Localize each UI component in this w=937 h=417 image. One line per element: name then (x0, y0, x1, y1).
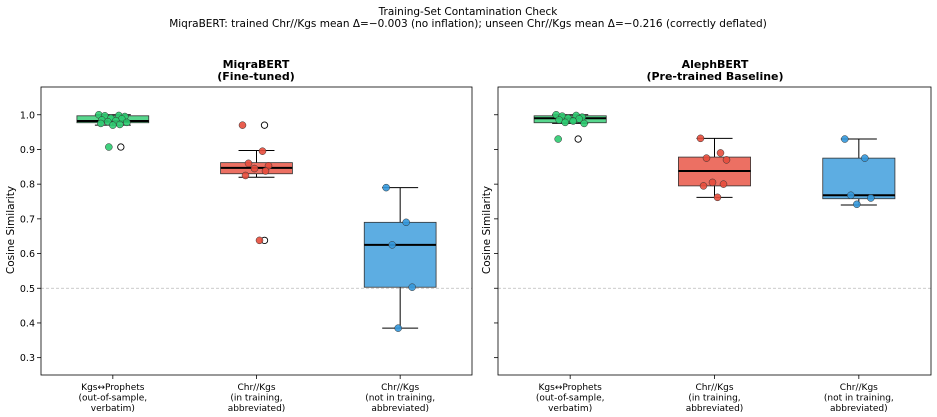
data-point (116, 120, 124, 129)
data-point (580, 119, 588, 128)
panel-title-line-2: (Fine-tuned) (217, 70, 294, 83)
x-tick-label: abbreviated) (371, 404, 429, 414)
data-point (696, 134, 705, 143)
alephbert-panel: AlephBERT (Pre-trained Baseline) Cosine … (481, 58, 932, 414)
panel-title-line-2: (Pre-trained Baseline) (646, 70, 783, 83)
data-point (238, 121, 247, 129)
data-point (241, 171, 250, 180)
x-tick-label: (in training, (688, 394, 740, 404)
data-point (716, 149, 725, 157)
x-tick-label: Chr//Kgs (237, 383, 275, 393)
data-point (97, 119, 105, 128)
data-point (708, 178, 717, 187)
box (363, 221, 437, 288)
data-point (105, 143, 113, 151)
x-tick-label: Kgs↔Prophets (539, 383, 603, 393)
x-tick-label: Chr//Kgs (840, 383, 878, 393)
y-tick-label: 0.7 (20, 214, 35, 225)
data-point (244, 159, 253, 168)
x-tick-label: (not in training, (365, 394, 435, 404)
x-tick-label: verbatim) (91, 404, 135, 414)
data-point (719, 180, 728, 188)
data-point (261, 167, 270, 175)
data-point (258, 147, 267, 155)
data-point (702, 154, 711, 162)
data-point (867, 194, 875, 202)
outlier-point (117, 143, 125, 151)
data-point (554, 135, 562, 143)
y-tick-label: 0.4 (20, 318, 35, 329)
panel-title-line-1: MiqraBERT (223, 58, 290, 71)
plot-frame (497, 86, 932, 376)
x-tick-label: Kgs↔Prophets (81, 383, 145, 393)
x-tick-label: abbreviated) (686, 404, 744, 414)
data-point (250, 164, 259, 173)
x-tick-label: (out-of-sample, (78, 394, 147, 404)
x-tick-label: (in training, (230, 394, 282, 404)
x-tick-label: Chr//Kgs (381, 383, 419, 393)
plot-frame (40, 86, 473, 376)
data-point (123, 118, 131, 127)
data-point (713, 193, 722, 202)
y-tick-label: 0.6 (20, 249, 35, 260)
x-tick-label: verbatim) (548, 404, 592, 414)
x-tick-label: (not in training, (824, 394, 894, 404)
data-point (699, 182, 708, 190)
data-point (722, 156, 731, 164)
figure-suptitle-line-1: Training-Set Contamination Check (378, 6, 559, 18)
data-point (255, 236, 264, 245)
y-axis-label: Cosine Similarity (481, 186, 493, 274)
y-axis-label: Cosine Similarity (5, 186, 17, 274)
x-tick-label: (out-of-sample, (536, 394, 605, 404)
panel-title-line-1: AlephBERT (682, 58, 749, 71)
data-point (861, 154, 869, 162)
miqrabert-panel: MiqraBERT (Fine-tuned) Cosine Similarity… (5, 58, 473, 414)
y-tick-label: 0.9 (20, 145, 35, 156)
x-tick-label: abbreviated) (228, 404, 286, 414)
data-point (382, 183, 390, 192)
outlier-point (260, 121, 269, 129)
data-point (853, 200, 861, 209)
data-point (561, 118, 569, 127)
y-tick-label: 0.3 (20, 353, 35, 364)
data-point (847, 191, 855, 200)
y-tick-label: 0.5 (20, 284, 35, 295)
data-point (388, 241, 396, 249)
outlier-point (574, 135, 582, 143)
x-tick-label: abbreviated) (830, 404, 888, 414)
data-point (569, 117, 577, 125)
figure-suptitle-line-2: MiqraBERT: trained Chr//Kgs mean Δ=−0.00… (169, 18, 767, 30)
data-point (394, 324, 402, 332)
data-point (109, 121, 117, 129)
data-point (408, 283, 416, 291)
box (822, 157, 896, 200)
y-tick-label: 0.8 (20, 180, 35, 191)
x-tick-label: Chr//Kgs (695, 383, 733, 393)
y-tick-label: 1.0 (20, 110, 35, 121)
data-point (402, 218, 410, 227)
data-point (841, 135, 849, 143)
